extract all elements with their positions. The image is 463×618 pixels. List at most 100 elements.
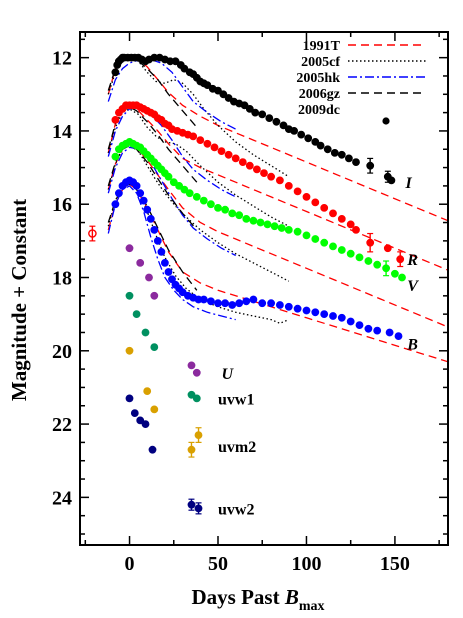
data-point-v: [175, 181, 183, 190]
data-point-b: [115, 189, 123, 198]
data-point-v: [337, 246, 346, 254]
data-point-i: [245, 105, 254, 113]
data-point-uvw1: [192, 394, 201, 403]
data-point-v: [206, 200, 215, 209]
data-point-i: [337, 150, 346, 159]
data-point-i: [224, 94, 233, 102]
data-point-b: [199, 295, 208, 304]
data-point-i: [180, 64, 189, 73]
data-point-v: [277, 224, 286, 232]
y-tick-label: 16: [52, 194, 72, 216]
data-point-u: [150, 291, 159, 300]
data-point-uvw2: [130, 409, 139, 417]
y-axis-title: Magnitude + Constant: [7, 199, 31, 401]
legend-label: 2005hk: [296, 71, 340, 86]
data-point-u: [145, 273, 153, 282]
data-point-uvw1: [187, 390, 196, 399]
legend-label: 2009dc: [298, 103, 340, 118]
data-point-uvw2: [148, 445, 157, 454]
data-point-i: [297, 130, 306, 139]
data-point-r: [267, 172, 275, 181]
data-point-r: [111, 116, 120, 124]
data-point-i: [323, 145, 332, 154]
data-point-v: [192, 192, 201, 201]
x-axis-title-sub: max: [299, 599, 325, 614]
band-label-v: V: [407, 278, 419, 295]
y-tick-label: 12: [52, 48, 72, 70]
data-point-b: [355, 321, 364, 329]
data-point-u: [192, 368, 201, 377]
data-point-v: [164, 172, 173, 181]
data-point-i: [352, 158, 360, 166]
data-point-r: [311, 198, 320, 207]
template-curve-2006gz-r: [107, 106, 198, 183]
data-point-i: [214, 86, 222, 95]
data-point-uvw1: [125, 291, 134, 300]
template-curve-2006gz-b: [107, 183, 198, 291]
data-point-r: [284, 181, 293, 190]
data-point-v: [284, 225, 293, 234]
data-point-v: [329, 242, 337, 251]
data-point-v: [302, 231, 311, 240]
data-point-b: [164, 268, 173, 276]
data-point-b: [111, 200, 120, 209]
legend-marker: [382, 117, 390, 125]
data-point-r: [346, 220, 355, 229]
data-point-i: [304, 134, 313, 143]
data-point-v: [346, 249, 355, 258]
data-point-r: [231, 154, 240, 163]
data-point-b: [178, 288, 187, 297]
data-point-uvw2: [136, 416, 145, 425]
data-point-v: [169, 178, 178, 187]
data-point-b: [267, 299, 275, 308]
band-label-u: U: [222, 366, 235, 383]
data-point-r: [252, 165, 261, 174]
data-point-b: [346, 317, 355, 326]
data-point-b: [373, 326, 382, 335]
tick-labels: 0 50 100 150 12 14 16 18 20 22 24: [52, 48, 410, 575]
data-point-i: [344, 154, 353, 163]
data-point-i: [279, 121, 288, 130]
data-point-uvm2: [143, 387, 152, 395]
data-point-v: [398, 273, 406, 282]
data-point-i: [311, 137, 320, 146]
y-tick-label: 18: [52, 268, 72, 290]
data-point-b: [214, 299, 222, 308]
data-point-b: [150, 225, 159, 234]
data-point-u: [187, 361, 196, 370]
data-point-r: [320, 203, 329, 212]
data-point-i: [240, 101, 249, 110]
data-point-b: [284, 302, 293, 311]
x-tick-label: 0: [125, 553, 135, 575]
axis-ticks: [80, 32, 448, 545]
data-point-v: [256, 218, 265, 227]
template-curve-2005cf-v: [107, 144, 290, 282]
y-tick-label: 20: [52, 341, 72, 363]
data-point-i: [316, 141, 325, 150]
x-axis-title-italic: B: [284, 585, 299, 609]
data-point-uvm2: [125, 346, 134, 355]
data-point-v: [185, 189, 194, 198]
data-point-i: [203, 81, 212, 89]
band-label-i: I: [405, 175, 413, 192]
data-point-b: [132, 181, 141, 190]
data-point-b: [329, 312, 337, 320]
template-curve-2005hk-b: [107, 185, 236, 321]
data-point-r: [210, 143, 219, 152]
data-points: [88, 53, 406, 513]
data-point-b: [168, 275, 176, 284]
data-point-b: [242, 297, 251, 306]
data-point-r: [329, 209, 337, 218]
data-point-v: [270, 222, 279, 231]
data-point-b: [385, 328, 394, 337]
data-point-i: [290, 126, 298, 135]
data-point-b: [157, 247, 166, 256]
data-point-v: [373, 260, 382, 269]
data-point-r: [275, 176, 284, 185]
data-point-r: [189, 132, 198, 141]
data-point-r: [337, 214, 346, 223]
data-point-uvw2: [125, 394, 134, 403]
data-point-b: [221, 299, 229, 308]
data-point-i: [387, 176, 396, 185]
